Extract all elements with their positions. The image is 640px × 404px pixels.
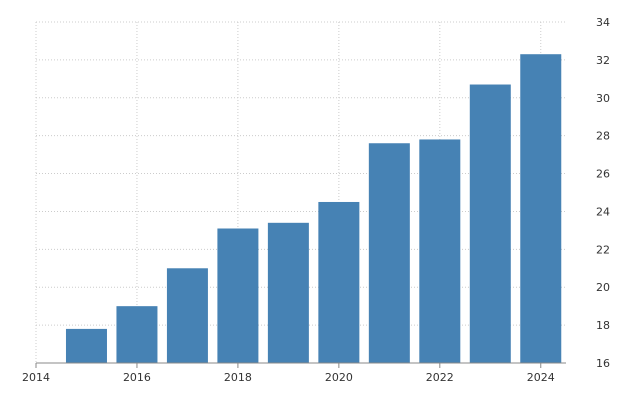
- bar-2019: [267, 222, 309, 363]
- bar-2015: [65, 328, 107, 363]
- y-tick-label: 32: [596, 54, 610, 67]
- bar-2020: [318, 201, 360, 363]
- y-tick-label: 16: [596, 357, 610, 370]
- bar-2022: [419, 139, 461, 363]
- bar-2017: [166, 268, 208, 363]
- y-tick-label: 20: [596, 281, 610, 294]
- bars: [65, 54, 562, 364]
- y-tick-label: 28: [596, 130, 610, 143]
- x-tick-label: 2018: [224, 371, 252, 384]
- y-tick-label: 26: [596, 168, 610, 181]
- x-tick-label: 2014: [22, 371, 50, 384]
- x-tick-label: 2016: [123, 371, 151, 384]
- y-tick-label: 34: [596, 16, 610, 29]
- bar-2016: [116, 306, 158, 363]
- y-tick-label: 24: [596, 205, 610, 218]
- y-tick-label: 18: [596, 319, 610, 332]
- x-tick-label: 2022: [426, 371, 454, 384]
- bar-2023: [469, 84, 511, 364]
- y-tick-label: 30: [596, 92, 610, 105]
- x-tick-label: 2024: [527, 371, 555, 384]
- bar-2021: [368, 143, 410, 363]
- y-tick-label: 22: [596, 243, 610, 256]
- x-tick-label: 2020: [325, 371, 353, 384]
- bar-2024: [520, 54, 562, 363]
- bar-2018: [217, 228, 259, 363]
